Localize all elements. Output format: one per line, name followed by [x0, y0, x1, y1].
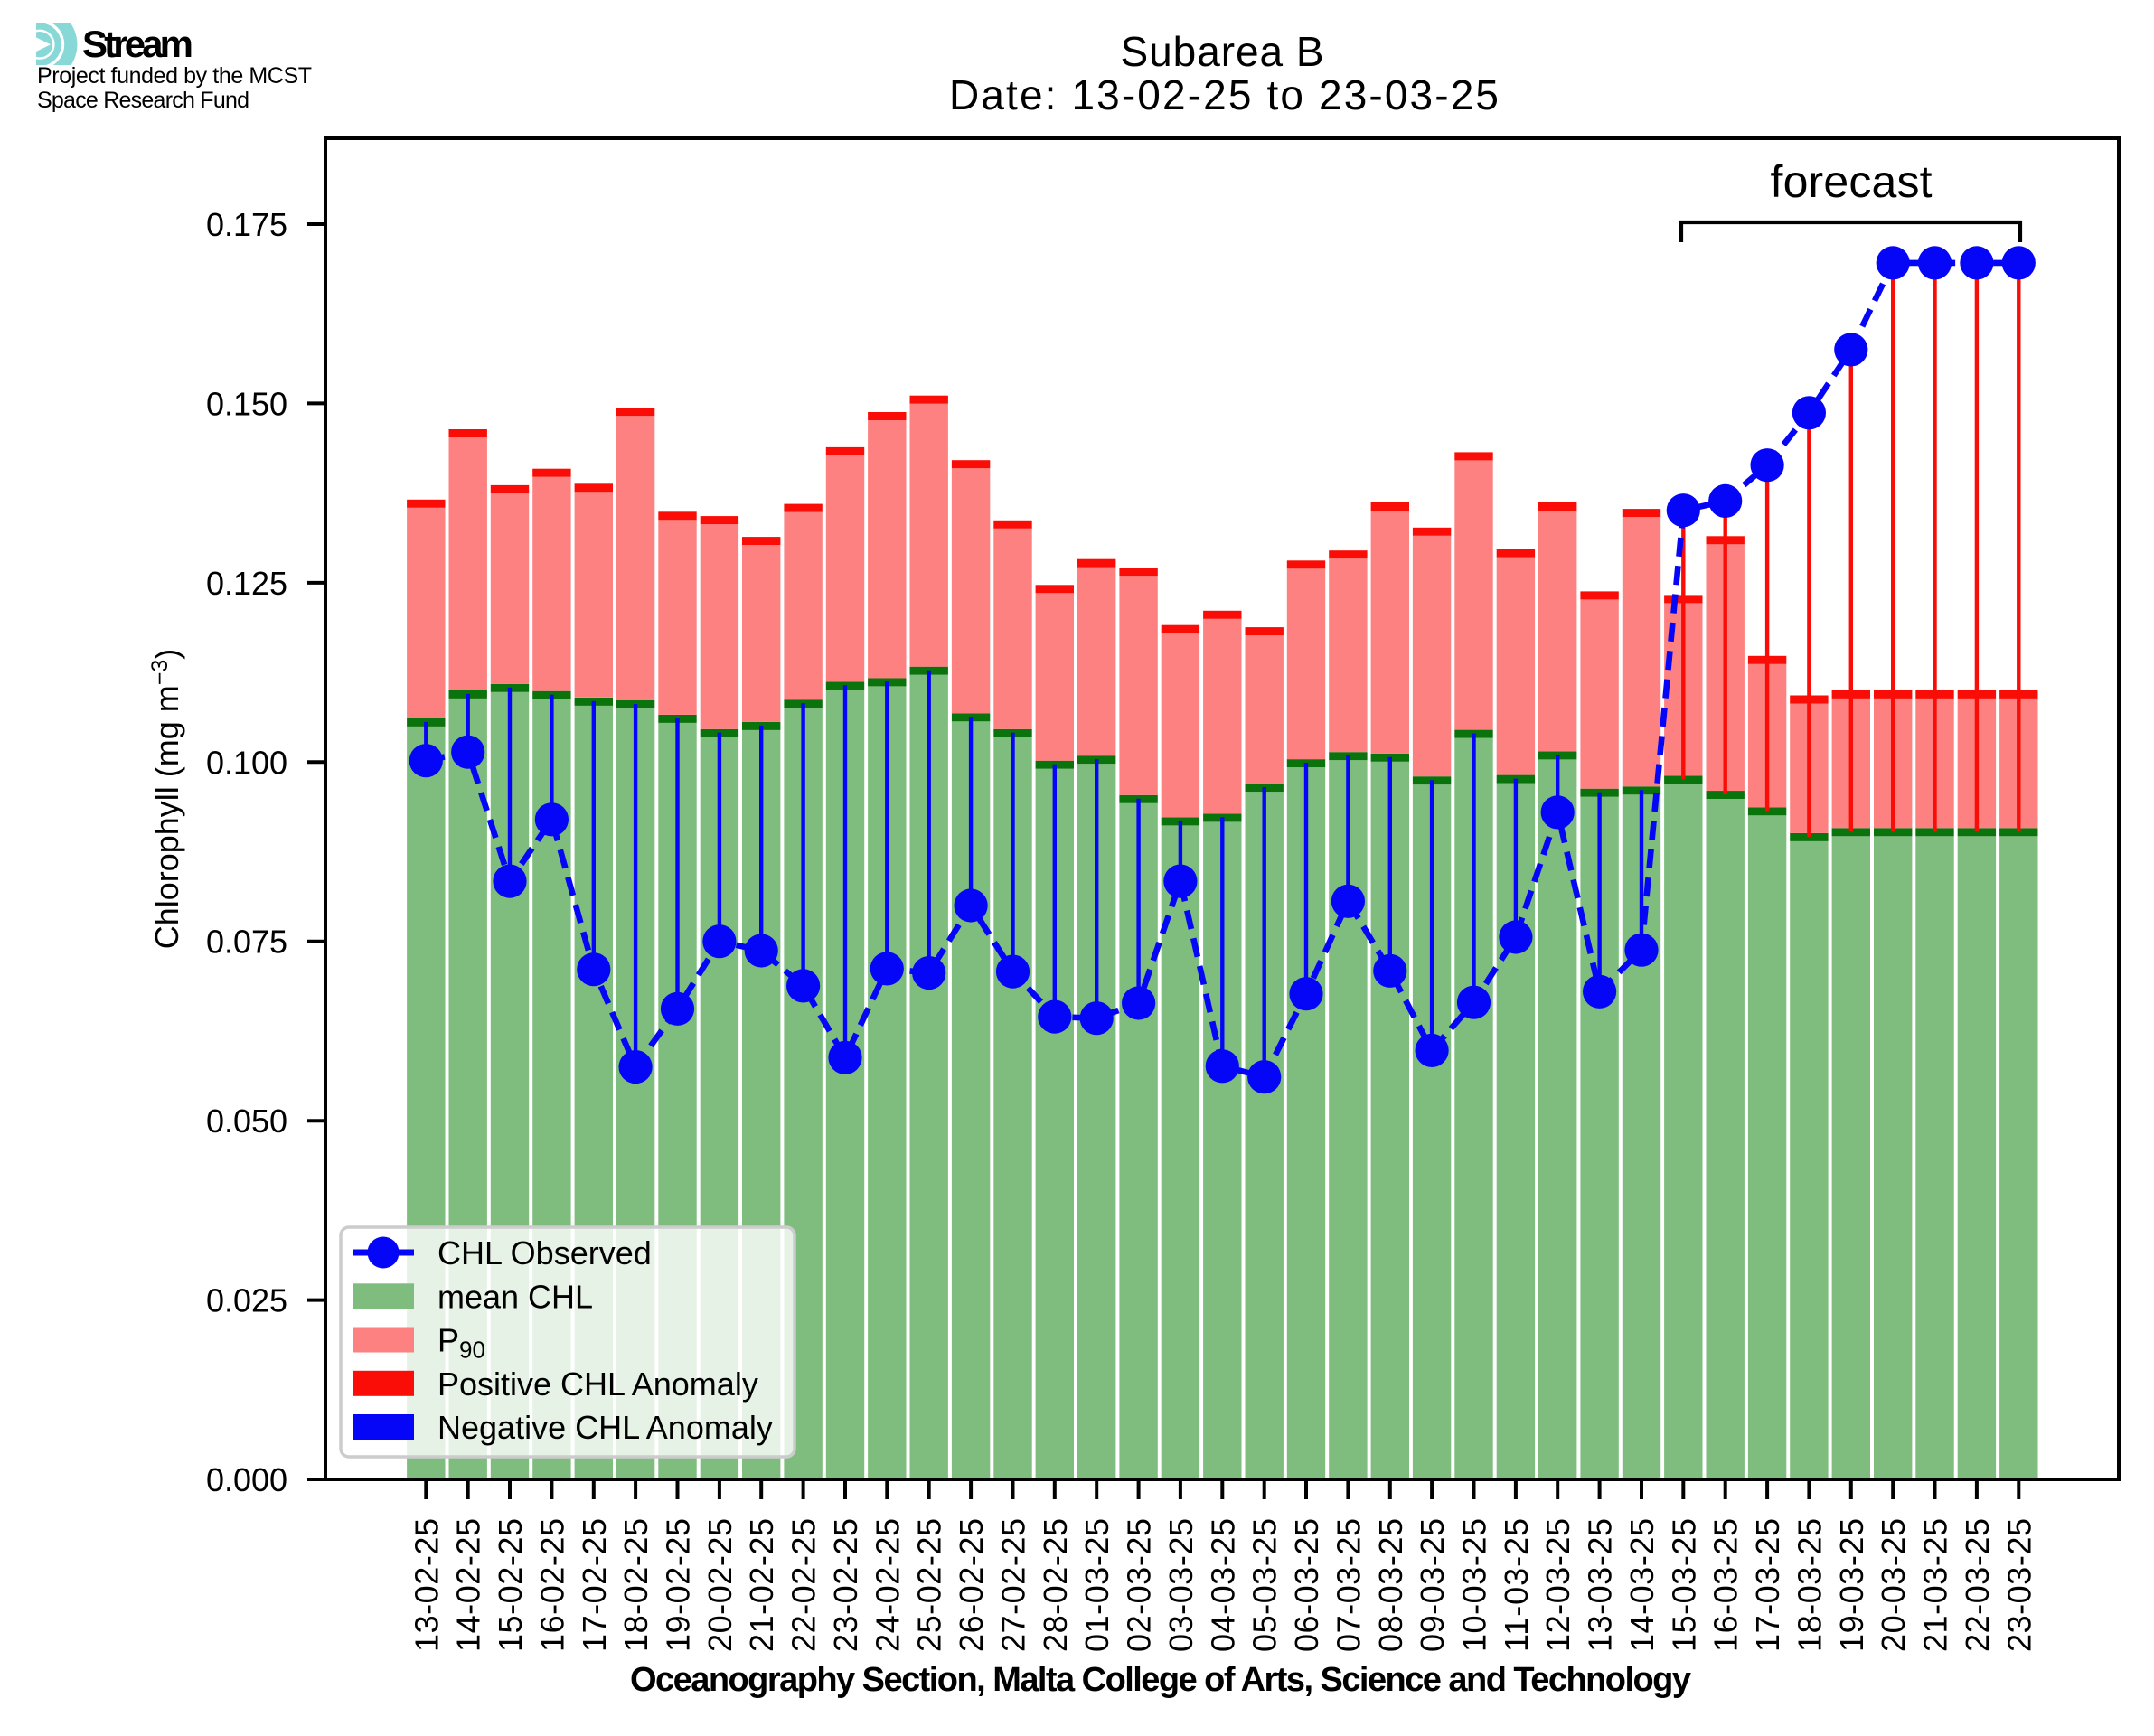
- svg-text:13-02-25: 13-02-25: [408, 1518, 445, 1652]
- svg-text:13-03-25: 13-03-25: [1582, 1518, 1619, 1652]
- svg-text:26-02-25: 26-02-25: [953, 1518, 990, 1652]
- svg-text:Oceanography Section, Malta Co: Oceanography Section, Malta College of A…: [630, 1661, 1691, 1699]
- svg-text:Negative CHL Anomaly: Negative CHL Anomaly: [437, 1409, 773, 1446]
- svg-text:23-02-25: 23-02-25: [827, 1518, 864, 1652]
- svg-text:04-03-25: 04-03-25: [1204, 1518, 1241, 1652]
- svg-text:20-02-25: 20-02-25: [701, 1518, 738, 1652]
- svg-text:0.100: 0.100: [206, 744, 287, 781]
- svg-text:15-03-25: 15-03-25: [1665, 1518, 1702, 1652]
- svg-text:10-03-25: 10-03-25: [1456, 1518, 1493, 1652]
- svg-text:16-02-25: 16-02-25: [533, 1518, 570, 1652]
- svg-text:0.000: 0.000: [206, 1461, 287, 1498]
- svg-text:18-02-25: 18-02-25: [617, 1518, 654, 1652]
- svg-text:17-02-25: 17-02-25: [576, 1518, 613, 1652]
- svg-text:06-03-25: 06-03-25: [1288, 1518, 1325, 1652]
- svg-text:02-03-25: 02-03-25: [1121, 1518, 1158, 1652]
- svg-text:22-02-25: 22-02-25: [785, 1518, 823, 1652]
- svg-text:0.050: 0.050: [206, 1103, 287, 1140]
- svg-text:05-03-25: 05-03-25: [1246, 1518, 1284, 1652]
- svg-text:Positive CHL Anomaly: Positive CHL Anomaly: [437, 1365, 758, 1403]
- svg-text:01-03-25: 01-03-25: [1078, 1518, 1115, 1652]
- svg-text:forecast: forecast: [1771, 156, 1933, 207]
- svg-text:07-03-25: 07-03-25: [1330, 1518, 1367, 1652]
- svg-text:12-03-25: 12-03-25: [1539, 1518, 1576, 1652]
- svg-text:16-03-25: 16-03-25: [1707, 1518, 1745, 1652]
- svg-text:Date: 13-02-25 to 23-03-25: Date: 13-02-25 to 23-03-25: [949, 71, 1499, 118]
- svg-text:09-03-25: 09-03-25: [1414, 1518, 1451, 1652]
- svg-text:Space Research Fund: Space Research Fund: [37, 88, 249, 113]
- svg-text:23-03-25: 23-03-25: [2000, 1518, 2037, 1652]
- svg-text:Subarea B: Subarea B: [1121, 28, 1324, 75]
- svg-text:Stream: Stream: [82, 23, 193, 65]
- svg-text:25-02-25: 25-02-25: [911, 1518, 948, 1652]
- svg-text:mean CHL: mean CHL: [437, 1278, 593, 1315]
- svg-text:28-02-25: 28-02-25: [1037, 1518, 1074, 1652]
- svg-text:21-02-25: 21-02-25: [743, 1518, 780, 1652]
- svg-text:Chlorophyll (mg m−3): Chlorophyll (mg m−3): [147, 649, 185, 950]
- svg-text:P90: P90: [437, 1322, 485, 1364]
- svg-text:19-02-25: 19-02-25: [660, 1518, 697, 1652]
- svg-text:11-03-25: 11-03-25: [1498, 1518, 1535, 1652]
- svg-text:14-03-25: 14-03-25: [1623, 1518, 1660, 1652]
- svg-text:03-03-25: 03-03-25: [1162, 1518, 1199, 1652]
- svg-text:08-03-25: 08-03-25: [1372, 1518, 1409, 1652]
- svg-text:0.150: 0.150: [206, 385, 287, 422]
- svg-text:19-03-25: 19-03-25: [1833, 1518, 1870, 1652]
- svg-text:0.175: 0.175: [206, 206, 287, 243]
- svg-text:21-03-25: 21-03-25: [1917, 1518, 1954, 1652]
- svg-text:22-03-25: 22-03-25: [1959, 1518, 1996, 1652]
- svg-text:27-02-25: 27-02-25: [995, 1518, 1032, 1652]
- svg-text:0.025: 0.025: [206, 1282, 287, 1319]
- svg-text:0.125: 0.125: [206, 565, 287, 602]
- svg-text:15-02-25: 15-02-25: [492, 1518, 529, 1652]
- svg-text:14-02-25: 14-02-25: [450, 1518, 487, 1652]
- svg-text:0.075: 0.075: [206, 924, 287, 961]
- svg-text:Project funded by the MCST: Project funded by the MCST: [37, 63, 312, 89]
- svg-text:20-03-25: 20-03-25: [1875, 1518, 1912, 1652]
- svg-text:17-03-25: 17-03-25: [1749, 1518, 1786, 1652]
- svg-text:18-03-25: 18-03-25: [1791, 1518, 1828, 1652]
- svg-text:CHL Observed: CHL Observed: [437, 1234, 652, 1272]
- svg-text:24-02-25: 24-02-25: [869, 1518, 906, 1652]
